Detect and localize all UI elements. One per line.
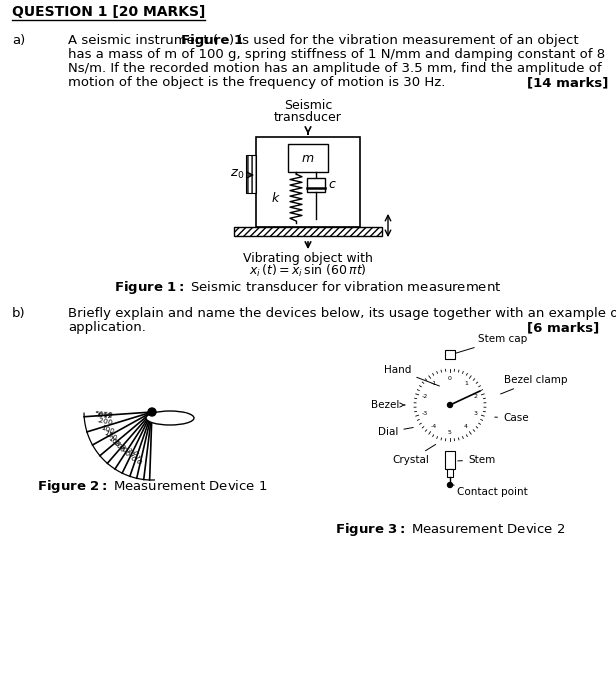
Circle shape <box>404 359 496 451</box>
Circle shape <box>413 368 487 442</box>
Circle shape <box>413 368 487 442</box>
Text: Ns/m. If the recorded motion has an amplitude of 3.5 mm, find the amplitude of: Ns/m. If the recorded motion has an ampl… <box>68 62 602 75</box>
Text: Seismic: Seismic <box>284 99 332 112</box>
Circle shape <box>148 408 156 416</box>
Text: 100: 100 <box>100 424 115 436</box>
Text: 0: 0 <box>448 376 452 380</box>
Text: 3: 3 <box>474 411 477 416</box>
Text: .010: .010 <box>130 449 141 466</box>
Text: motion of the object is the frequency of motion is 30 Hz.: motion of the object is the frequency of… <box>68 76 445 89</box>
Text: b): b) <box>12 307 26 320</box>
Text: [14 marks]: [14 marks] <box>527 76 609 89</box>
Bar <box>288 144 328 172</box>
Text: 2: 2 <box>474 394 477 399</box>
Text: [6 marks]: [6 marks] <box>527 321 599 334</box>
Text: $c$: $c$ <box>328 178 337 191</box>
Bar <box>234 227 382 236</box>
Text: transducer: transducer <box>274 111 342 124</box>
Bar <box>256 137 360 227</box>
Text: QUESTION 1 [20 MARKS]: QUESTION 1 [20 MARKS] <box>12 5 205 19</box>
Text: Hand: Hand <box>384 365 439 386</box>
Text: 160: 160 <box>107 435 121 448</box>
Text: Figure 1: Figure 1 <box>181 34 243 47</box>
Text: a): a) <box>12 34 25 47</box>
Circle shape <box>447 482 453 488</box>
Text: 4: 4 <box>464 424 468 429</box>
Text: $x_i\,(t) = x_i\,\sin\,(60\,\pi t)$: $x_i\,(t) = x_i\,\sin\,(60\,\pi t)$ <box>249 263 367 279</box>
Text: Bezel clamp: Bezel clamp <box>501 375 567 394</box>
Text: Dial: Dial <box>378 427 413 437</box>
Text: .200: .200 <box>96 417 113 426</box>
Text: 5000: 5000 <box>95 411 113 418</box>
Text: A seismic instrument (: A seismic instrument ( <box>68 34 218 47</box>
Ellipse shape <box>146 411 194 425</box>
Bar <box>447 469 453 477</box>
Text: application.: application. <box>68 321 146 334</box>
Text: $k$: $k$ <box>271 191 281 204</box>
Circle shape <box>490 390 500 400</box>
Bar <box>246 155 256 193</box>
Circle shape <box>409 364 491 446</box>
Text: Vibrating object with: Vibrating object with <box>243 252 373 265</box>
Text: Bezel: Bezel <box>371 400 405 410</box>
Text: -4: -4 <box>431 424 437 429</box>
Bar <box>445 451 455 469</box>
Text: has a mass of m of 100 g, spring stiffness of 1 N/mm and damping constant of 8: has a mass of m of 100 g, spring stiffne… <box>68 48 605 61</box>
Text: 5: 5 <box>448 429 452 435</box>
Text: $z_0$: $z_0$ <box>230 167 245 180</box>
Text: -2: -2 <box>421 394 428 399</box>
Text: $m$: $m$ <box>301 151 315 164</box>
Bar <box>307 178 325 192</box>
Text: -3: -3 <box>421 411 428 416</box>
Text: Crystal: Crystal <box>392 444 436 465</box>
Text: 150: 150 <box>103 430 118 442</box>
Text: 300: 300 <box>117 444 131 458</box>
Text: .612: .612 <box>96 412 112 419</box>
Text: $\bf{Figure\ 1:}$ Seismic transducer for vibration measurement: $\bf{Figure\ 1:}$ Seismic transducer for… <box>115 279 501 296</box>
Text: .390: .390 <box>123 446 136 463</box>
Text: ) is used for the vibration measurement of an object: ) is used for the vibration measurement … <box>229 34 578 47</box>
Circle shape <box>182 414 188 420</box>
Circle shape <box>447 402 453 407</box>
Text: $\bf{Figure\ 3:}$ Measurement Device 2: $\bf{Figure\ 3:}$ Measurement Device 2 <box>335 521 565 538</box>
Text: $\bf{Figure\ 2:}$ Measurement Device 1: $\bf{Figure\ 2:}$ Measurement Device 1 <box>37 478 267 495</box>
Text: Stem cap: Stem cap <box>456 334 527 353</box>
Text: -1: -1 <box>431 380 437 386</box>
Text: Briefly explain and name the devices below, its usage together with an example o: Briefly explain and name the devices bel… <box>68 307 616 320</box>
Text: 200: 200 <box>111 440 126 453</box>
Text: Contact point: Contact point <box>453 485 528 497</box>
Bar <box>445 350 455 359</box>
Text: Stem: Stem <box>458 455 495 465</box>
Text: Case: Case <box>495 413 529 423</box>
Text: 1: 1 <box>464 380 468 386</box>
